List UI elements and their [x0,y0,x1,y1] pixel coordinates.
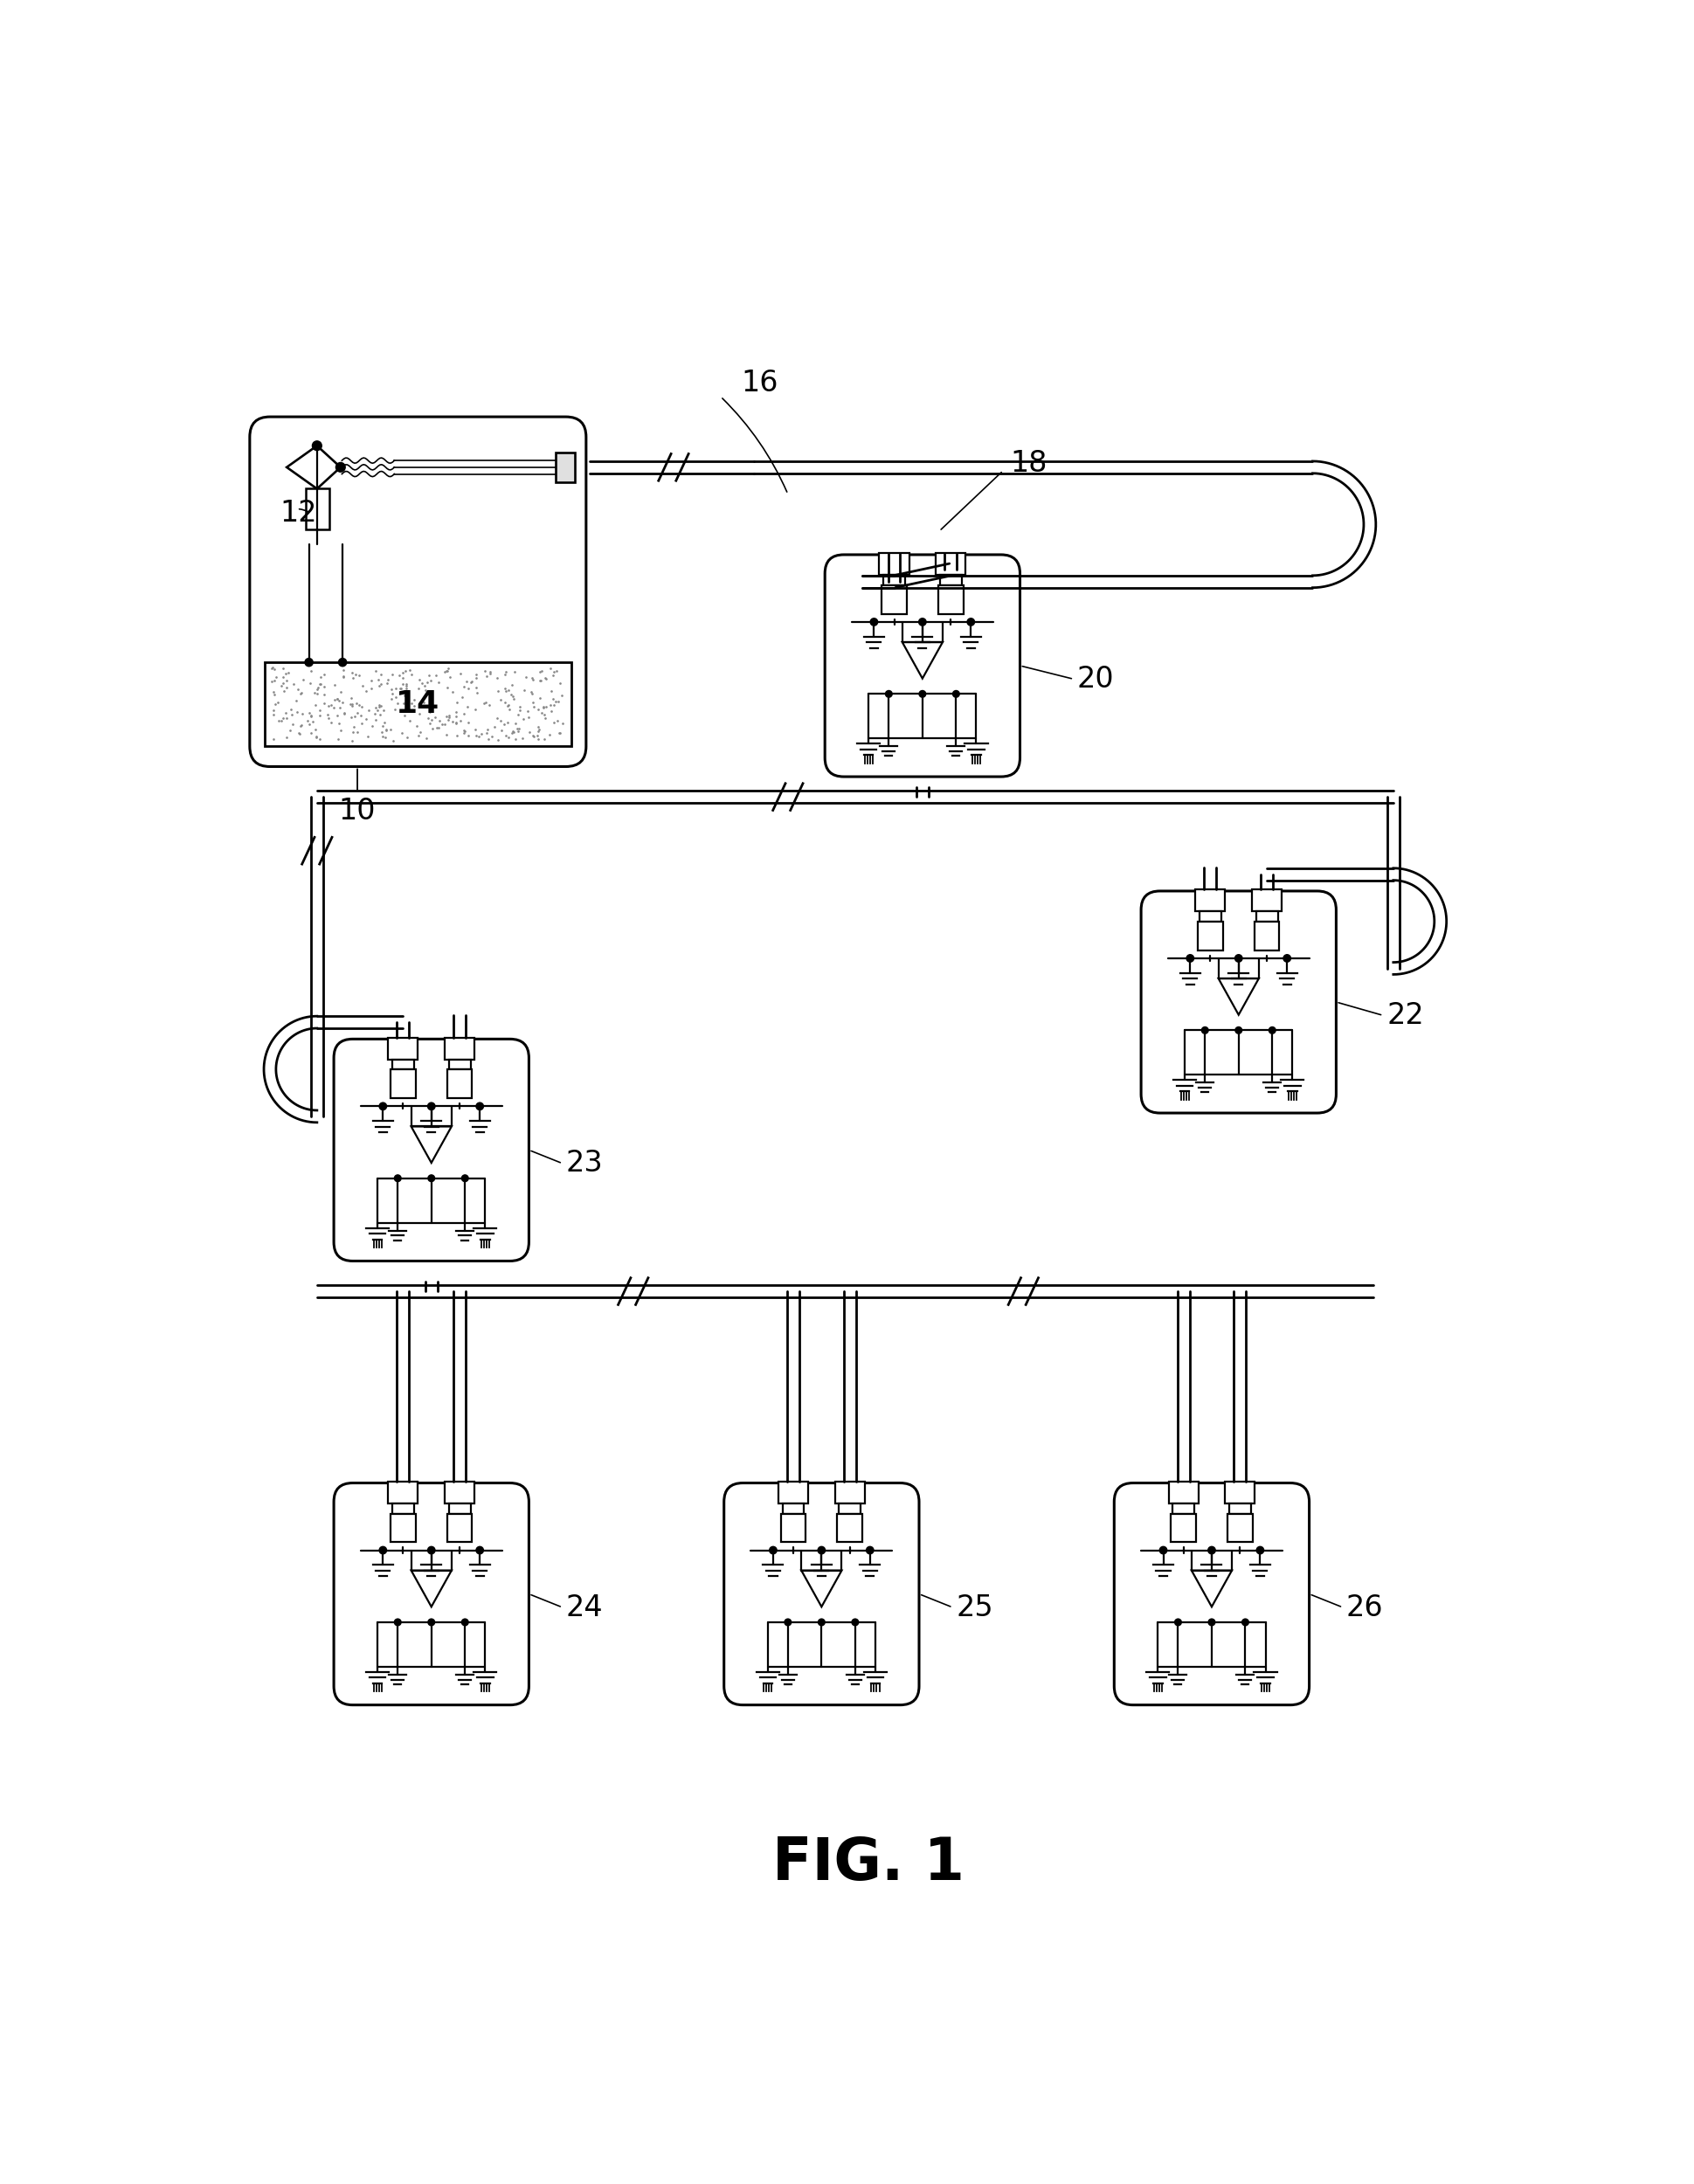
Bar [305,489,329,529]
Text: 16: 16 [740,369,778,397]
Circle shape [1242,1618,1248,1625]
Bar [1255,911,1277,922]
Bar [264,662,571,747]
Text: 24: 24 [566,1592,603,1623]
Circle shape [305,657,313,666]
Bar [883,574,905,585]
Circle shape [476,1546,483,1555]
Bar [444,1037,474,1059]
Circle shape [869,618,877,625]
Circle shape [461,1175,468,1182]
Bar [1226,1514,1252,1542]
FancyBboxPatch shape [334,1040,529,1260]
Circle shape [379,1546,386,1555]
Text: 26: 26 [1345,1592,1382,1623]
Text: 12: 12 [280,498,317,526]
Text: 18: 18 [1010,450,1047,478]
Bar [1194,889,1225,911]
Bar [390,1070,415,1099]
Bar [1167,1481,1198,1503]
Circle shape [1208,1618,1215,1625]
Bar [781,1514,805,1542]
Circle shape [339,657,346,666]
Circle shape [312,441,322,450]
Text: 20: 20 [1077,664,1115,695]
Bar [1171,1514,1196,1542]
Circle shape [866,1546,872,1555]
Circle shape [818,1546,825,1555]
Circle shape [429,1618,434,1625]
Bar [449,1503,471,1514]
Circle shape [1186,954,1193,961]
Bar [556,452,574,483]
Circle shape [918,690,925,697]
Bar [935,553,966,574]
Text: 22: 22 [1386,1000,1423,1031]
Circle shape [918,618,925,625]
Bar [938,585,962,614]
Bar [1225,1481,1254,1503]
Bar [449,1059,471,1070]
Circle shape [1255,1546,1264,1555]
Circle shape [1159,1546,1167,1555]
FancyBboxPatch shape [825,555,1020,778]
Circle shape [818,1618,825,1625]
Circle shape [852,1618,859,1625]
Circle shape [1208,1546,1215,1555]
Circle shape [1174,1618,1181,1625]
Circle shape [1269,1026,1276,1033]
Text: 10: 10 [339,797,376,826]
Bar [391,1503,413,1514]
Circle shape [1201,1026,1208,1033]
Bar [1228,1503,1250,1514]
Bar [881,585,906,614]
Bar [1172,1503,1194,1514]
Bar [783,1503,803,1514]
FancyBboxPatch shape [334,1483,529,1706]
Circle shape [884,690,891,697]
Bar [1198,922,1223,950]
Circle shape [1235,1026,1242,1033]
Circle shape [952,690,959,697]
Bar [940,574,960,585]
Circle shape [476,1103,483,1109]
Bar [444,1481,474,1503]
Bar [879,553,908,574]
Circle shape [379,1103,386,1109]
Bar [447,1070,473,1099]
FancyBboxPatch shape [249,417,586,767]
Circle shape [769,1546,776,1555]
Circle shape [395,1175,401,1182]
Text: 25: 25 [955,1592,993,1623]
Bar [390,1514,415,1542]
Circle shape [335,463,346,472]
Bar [1254,922,1279,950]
Bar [778,1481,808,1503]
Bar [835,1481,864,1503]
Bar [837,1514,862,1542]
Bar [388,1481,418,1503]
FancyBboxPatch shape [1113,1483,1308,1706]
Text: FIG. 1: FIG. 1 [772,1835,964,1891]
Bar [1199,911,1221,922]
Bar [1252,889,1281,911]
FancyBboxPatch shape [723,1483,918,1706]
Circle shape [427,1546,435,1555]
Bar [388,1037,418,1059]
FancyBboxPatch shape [1140,891,1335,1114]
Text: 23: 23 [566,1149,603,1177]
Text: 14: 14 [396,690,440,719]
Circle shape [1282,954,1291,961]
Circle shape [1235,954,1242,961]
Bar [391,1059,413,1070]
Circle shape [784,1618,791,1625]
Circle shape [461,1618,468,1625]
Bar [447,1514,473,1542]
Circle shape [427,1103,435,1109]
Bar [839,1503,861,1514]
Circle shape [395,1618,401,1625]
Circle shape [429,1175,434,1182]
Circle shape [967,618,974,625]
